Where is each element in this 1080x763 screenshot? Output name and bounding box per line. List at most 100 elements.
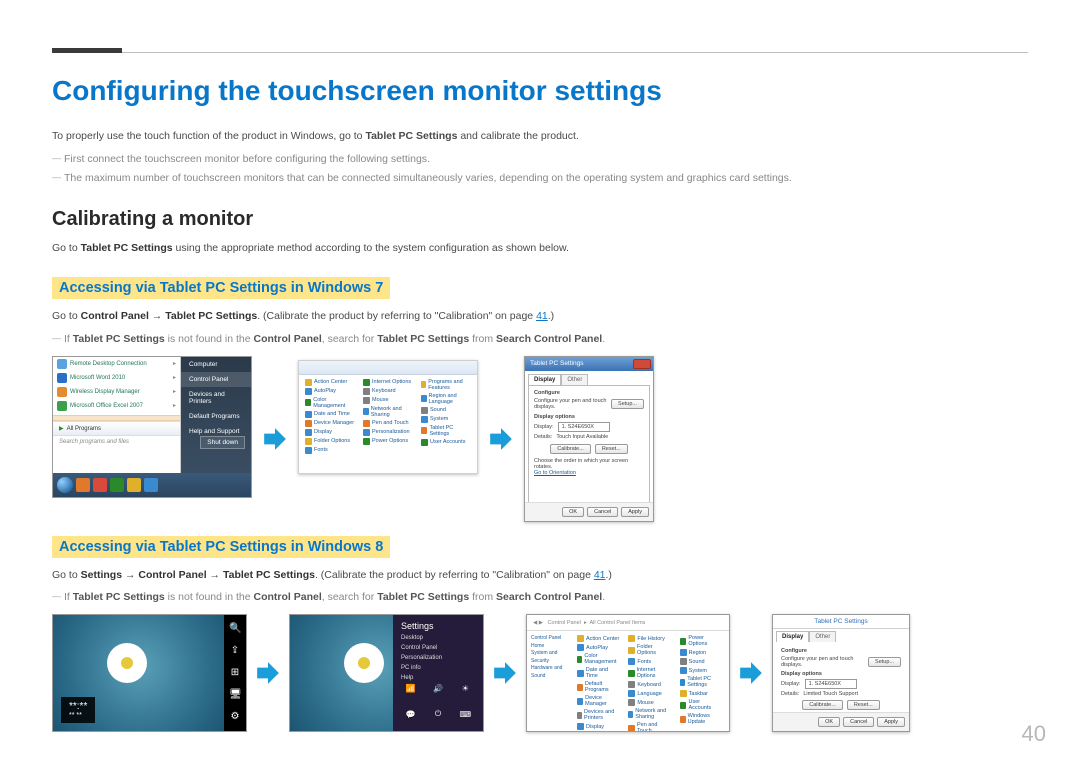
start-right-item[interactable]: Devices and Printers [181,387,251,409]
cp-item[interactable]: Fonts [305,447,355,454]
reset-button[interactable]: Reset... [847,700,880,710]
taskbar-app-icon[interactable] [110,478,124,492]
settings-link[interactable]: Desktop [393,633,483,643]
display-select[interactable]: 1. S24E650X [805,679,857,689]
cp-item[interactable]: Power Options [363,438,413,445]
cp-item[interactable]: System [421,416,471,423]
share-icon[interactable]: ⇪ [229,645,241,657]
cp-item[interactable]: AutoPlay [305,388,355,395]
cp-item[interactable]: Fonts [628,658,671,665]
start-icon[interactable]: ⊞ [229,667,241,679]
cp-item[interactable]: Mouse [628,699,671,706]
cp-item[interactable]: Region [680,649,723,656]
ok-button[interactable]: OK [562,507,584,517]
cp-item[interactable]: Device Manager [577,695,620,707]
taskbar-app-icon[interactable] [127,478,141,492]
cp-item[interactable]: User Accounts [680,699,723,711]
start-menu-item[interactable]: Microsoft Word 2010▸ [53,371,180,385]
devices-icon[interactable]: 🖥 [229,689,241,701]
cp-item[interactable]: Folder Options [628,644,671,656]
display-select[interactable]: 1. S24E650X [558,422,610,432]
settings-icon[interactable]: ⚙ [229,711,241,723]
cp-item[interactable]: Display [577,723,620,730]
cp-item[interactable]: Mouse [363,397,413,404]
tab-other[interactable]: Other [809,631,836,642]
apply-button[interactable]: Apply [877,717,905,727]
cp-item[interactable]: Sound [680,658,723,665]
cp-item[interactable]: Action Center [305,379,355,386]
start-menu-item[interactable]: Microsoft Office Excel 2007▸ [53,399,180,413]
reset-button[interactable]: Reset... [595,444,628,454]
cp-item[interactable]: Network and Sharing [363,406,413,418]
cp-item[interactable]: System [680,667,723,674]
start-right-item[interactable]: Control Panel [181,372,251,387]
tab-other[interactable]: Other [561,374,588,385]
cp-item[interactable]: Region and Language [421,393,471,405]
setup-button[interactable]: Setup... [611,399,644,409]
start-orb-icon[interactable] [57,477,73,493]
cp-item[interactable]: Pen and Touch [363,420,413,427]
cp-item[interactable]: Action Center [577,635,620,642]
cp-item[interactable]: Programs and Features [421,379,471,391]
cp-item[interactable]: Date and Time [577,667,620,679]
cp-item[interactable]: Keyboard [628,681,671,688]
cp-item[interactable]: Tablet PC Settings [680,676,723,688]
cp-item[interactable]: Color Management [577,653,620,665]
calibrate-button[interactable]: Calibrate... [802,700,843,710]
shutdown-button[interactable]: Shut down [200,436,245,449]
cp-item[interactable]: Tablet PC Settings [421,425,471,437]
start-right-item[interactable]: Default Programs [181,409,251,424]
cp-item[interactable]: Folder Options [305,438,355,445]
tab-display[interactable]: Display [776,631,809,642]
start-menu-item[interactable]: Remote Desktop Connection▸ [53,357,180,371]
ok-button[interactable]: OK [818,717,840,727]
settings-link[interactable]: Personalization [393,653,483,663]
brightness-icon[interactable]: ☀ [454,677,477,699]
start-right-item[interactable]: Computer [181,357,251,372]
page-ref-41-b[interactable]: 41 [594,569,606,581]
page-ref-41-a[interactable]: 41 [536,310,548,322]
settings-link[interactable]: PC info [393,663,483,673]
cp-item[interactable]: Device Manager [305,420,355,427]
cp-side-link[interactable]: Hardware and Sound [531,665,571,680]
cp-item[interactable]: Pen and Touch [628,722,671,732]
cp-item[interactable]: Taskbar [680,690,723,697]
cp-item[interactable]: Color Management [305,397,355,409]
cp-item[interactable]: Display [305,429,355,436]
cp-item[interactable]: Power Options [680,635,723,647]
cp-item[interactable]: Windows Update [680,713,723,725]
volume-icon[interactable]: 🔊 [426,677,449,699]
cp-item[interactable]: Keyboard [363,388,413,395]
notifications-icon[interactable]: 💬 [399,703,422,725]
power-icon[interactable]: ⏻ [426,703,449,725]
cp-item[interactable]: Personalization [363,429,413,436]
start-menu-item[interactable]: Wireless Display Manager▸ [53,385,180,399]
cp-item[interactable]: Default Programs [577,681,620,693]
cancel-button[interactable]: Cancel [843,717,874,727]
setup-button[interactable]: Setup... [868,657,901,667]
cp-item[interactable]: AutoPlay [577,644,620,651]
apply-button[interactable]: Apply [621,507,649,517]
cp-item[interactable]: Network and Sharing [628,708,671,720]
all-programs[interactable]: All Programs [53,421,180,435]
taskbar-app-icon[interactable] [76,478,90,492]
close-icon[interactable] [633,359,651,369]
keyboard-icon[interactable]: ⌨ [454,703,477,725]
cp-side-link[interactable]: System and Security [531,650,571,665]
cancel-button[interactable]: Cancel [587,507,618,517]
settings-link[interactable]: Control Panel [393,643,483,653]
tab-display[interactable]: Display [528,374,561,385]
cp-item[interactable]: Date and Time [305,411,355,418]
cp-item[interactable]: Sound [421,407,471,414]
cp-item[interactable]: Devices and Printers [577,709,620,721]
cp-item[interactable]: User Accounts [421,439,471,446]
network-icon[interactable]: 📶 [399,677,422,699]
taskbar-app-icon[interactable] [93,478,107,492]
search-icon[interactable]: 🔍 [229,623,241,635]
orientation-link[interactable]: Go to Orientation [534,470,644,476]
cp-item[interactable]: Language [628,690,671,697]
calibrate-button[interactable]: Calibrate... [550,444,591,454]
cp-item[interactable]: Internet Options [628,667,671,679]
cp-item[interactable]: File History [628,635,671,642]
cp-side-link[interactable]: Control Panel Home [531,635,571,650]
